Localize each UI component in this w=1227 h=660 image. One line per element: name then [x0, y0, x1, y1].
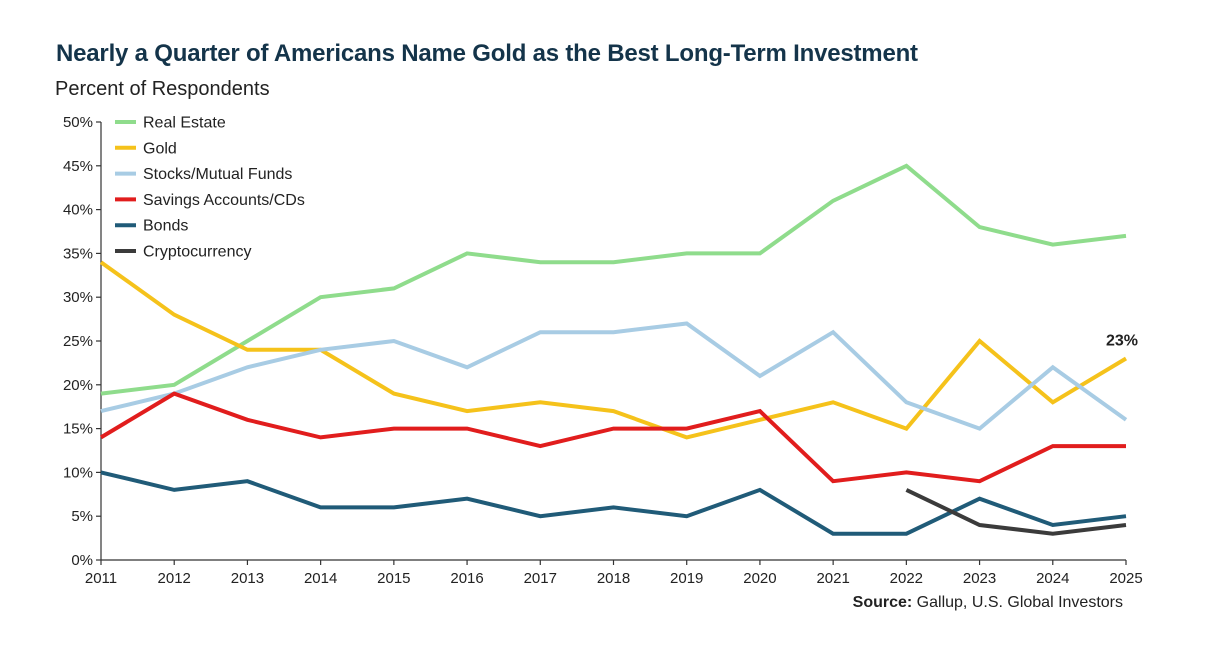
chart-annotations: 23% [1106, 333, 1138, 350]
x-tick-label: 2013 [231, 570, 264, 587]
x-tick-label: 2025 [1109, 570, 1142, 587]
y-tick-label: 20% [63, 377, 93, 394]
x-tick-label: 2019 [670, 570, 703, 587]
x-tick-label: 2024 [1036, 570, 1069, 587]
x-tick-label: 2022 [890, 570, 923, 587]
series-line-real-estate [100, 163, 1127, 396]
x-tick-label: 2021 [816, 570, 849, 587]
x-tick-label: 2014 [304, 570, 337, 587]
y-tick-label: 10% [63, 464, 93, 481]
x-tick-label: 2017 [524, 570, 557, 587]
legend-label-gold: Gold [143, 140, 177, 157]
legend-label-stocks-mutual-funds: Stocks/Mutual Funds [143, 166, 292, 183]
series-line-bonds [100, 470, 1127, 536]
legend-label-cryptocurrency: Cryptocurrency [143, 244, 251, 261]
source-note: Source: Gallup, U.S. Global Investors [853, 594, 1123, 612]
source-text: Gallup, U.S. Global Investors [912, 594, 1123, 611]
y-tick-label: 15% [63, 421, 93, 438]
y-tick-label: 30% [63, 289, 93, 306]
legend-label-bonds: Bonds [143, 218, 188, 235]
x-tick-label: 2012 [158, 570, 191, 587]
series-line-gold [99, 260, 1128, 440]
y-tick-label: 5% [71, 508, 93, 525]
series-line-cryptocurrency [905, 488, 1127, 536]
series-line-savings-accounts-cds [99, 391, 1126, 484]
chart-legend: Real Estate Gold Stocks/Mutual Funds Saving… [115, 115, 305, 261]
source-label: Source: [852, 594, 913, 611]
x-tick-label: 2015 [377, 570, 410, 587]
gold-end-value-label: 23% [1106, 333, 1138, 350]
y-tick-label: 50% [63, 114, 93, 131]
y-tick-label: 45% [63, 158, 93, 175]
chart-subtitle: Percent of Respondents [55, 78, 270, 100]
legend-label-real-estate: Real Estate [143, 115, 226, 132]
legend-label-savings-accounts-cds: Savings Accounts/CDs [143, 192, 305, 209]
x-tick-label: 2016 [450, 570, 483, 587]
y-tick-label: 35% [63, 245, 93, 262]
chart-title: Nearly a Quarter of Americans Name Gold … [56, 40, 918, 67]
x-tick-label: 2018 [597, 570, 630, 587]
x-tick-label: 2020 [743, 570, 776, 587]
y-tick-label: 40% [63, 202, 93, 219]
chart-lines [99, 163, 1128, 536]
y-tick-label: 25% [63, 333, 93, 350]
series-line-stocks-mutual-funds [100, 321, 1128, 431]
chart-axes: 0% 5% 10% 15% 20% 25% 30% 35% 40% 45% 50% 2011 2012 2… [63, 114, 1143, 587]
x-tick-label: 2023 [963, 570, 996, 587]
x-tick-label: 2011 [85, 570, 117, 587]
y-tick-label: 0% [71, 552, 93, 569]
